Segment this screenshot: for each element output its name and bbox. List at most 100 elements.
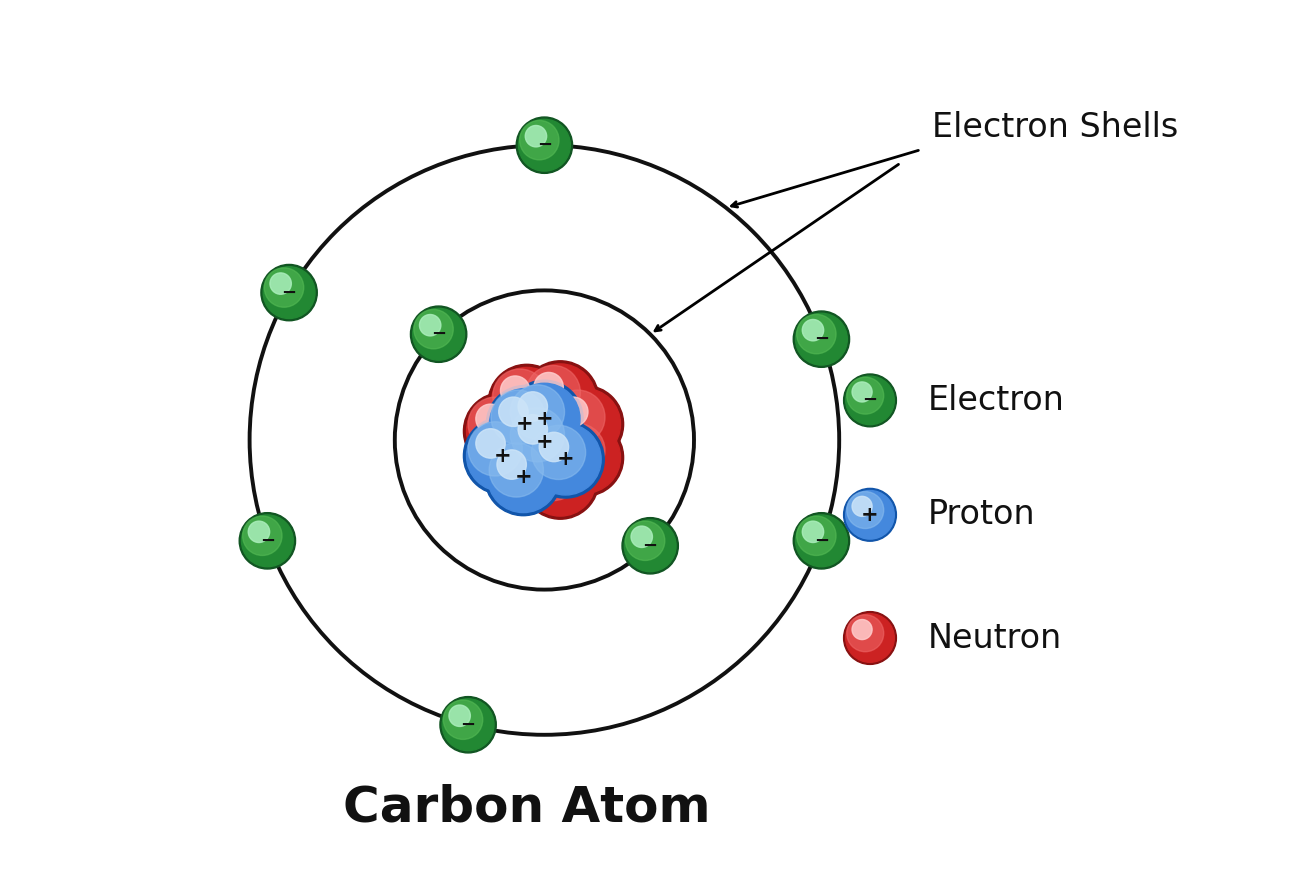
Circle shape <box>630 526 653 547</box>
Circle shape <box>476 404 506 434</box>
Circle shape <box>508 407 580 477</box>
Circle shape <box>506 403 584 480</box>
Circle shape <box>443 700 482 739</box>
Text: +: + <box>515 467 532 487</box>
Circle shape <box>420 314 441 336</box>
Circle shape <box>846 492 884 529</box>
Circle shape <box>242 515 294 567</box>
Circle shape <box>493 369 547 423</box>
Circle shape <box>846 490 894 539</box>
Text: −: − <box>432 326 446 343</box>
Circle shape <box>802 521 824 542</box>
Text: Electron Shells: Electron Shells <box>932 111 1178 144</box>
Circle shape <box>499 397 528 427</box>
Circle shape <box>491 368 563 438</box>
Circle shape <box>532 425 586 480</box>
Circle shape <box>519 392 547 422</box>
Text: +: + <box>493 446 511 466</box>
Circle shape <box>844 374 897 427</box>
Text: −: − <box>460 715 476 734</box>
Circle shape <box>534 372 563 402</box>
Circle shape <box>846 613 894 663</box>
Circle shape <box>844 612 897 664</box>
Text: Neutron: Neutron <box>928 621 1062 655</box>
Circle shape <box>546 419 624 496</box>
Circle shape <box>261 265 317 321</box>
Circle shape <box>511 407 564 462</box>
Circle shape <box>793 513 850 569</box>
Circle shape <box>488 442 559 512</box>
Circle shape <box>442 699 494 751</box>
Circle shape <box>797 314 836 354</box>
Circle shape <box>521 442 599 519</box>
Circle shape <box>468 397 523 451</box>
Circle shape <box>476 429 506 458</box>
Text: Carbon Atom: Carbon Atom <box>343 783 711 832</box>
Circle shape <box>467 421 538 491</box>
Circle shape <box>491 390 545 444</box>
Circle shape <box>412 308 464 360</box>
Text: −: − <box>282 283 296 302</box>
Text: +: + <box>556 450 575 469</box>
Circle shape <box>551 390 604 444</box>
Circle shape <box>525 364 595 435</box>
Circle shape <box>489 443 543 497</box>
Circle shape <box>525 126 547 147</box>
Circle shape <box>521 361 599 438</box>
Circle shape <box>508 384 580 454</box>
Circle shape <box>624 520 676 572</box>
Circle shape <box>797 516 836 555</box>
Circle shape <box>550 389 620 459</box>
Circle shape <box>486 385 564 463</box>
Text: −: − <box>862 392 878 409</box>
Text: +: + <box>516 414 534 434</box>
Circle shape <box>248 521 269 542</box>
Circle shape <box>546 385 624 463</box>
Text: Electron: Electron <box>928 384 1065 417</box>
Text: −: − <box>260 532 274 550</box>
Circle shape <box>852 382 872 402</box>
Circle shape <box>439 697 497 753</box>
Circle shape <box>520 121 559 160</box>
Circle shape <box>846 376 894 425</box>
Circle shape <box>530 424 601 495</box>
Circle shape <box>525 445 595 516</box>
Circle shape <box>411 306 467 363</box>
Text: −: − <box>814 532 829 550</box>
Circle shape <box>519 414 547 444</box>
Circle shape <box>621 517 679 574</box>
Circle shape <box>526 421 604 498</box>
Text: −: − <box>814 330 829 348</box>
Circle shape <box>559 430 588 460</box>
Circle shape <box>796 313 848 365</box>
Circle shape <box>852 620 872 640</box>
Circle shape <box>802 319 824 341</box>
Text: +: + <box>536 409 554 429</box>
Circle shape <box>534 453 563 483</box>
Circle shape <box>243 516 282 555</box>
Circle shape <box>239 513 295 569</box>
Circle shape <box>506 380 584 458</box>
Circle shape <box>511 385 564 439</box>
Circle shape <box>413 310 454 348</box>
Circle shape <box>551 423 604 478</box>
Circle shape <box>625 521 664 561</box>
Circle shape <box>846 615 884 652</box>
Circle shape <box>468 422 523 476</box>
Circle shape <box>796 515 848 567</box>
Circle shape <box>844 488 897 541</box>
Circle shape <box>846 378 884 414</box>
Circle shape <box>463 417 541 495</box>
Circle shape <box>264 268 304 307</box>
Circle shape <box>448 705 471 727</box>
Circle shape <box>852 496 872 517</box>
Circle shape <box>263 267 315 319</box>
Circle shape <box>485 438 562 516</box>
Circle shape <box>467 396 538 466</box>
Text: +: + <box>861 505 879 524</box>
Circle shape <box>500 376 530 406</box>
Circle shape <box>540 432 568 462</box>
Text: +: + <box>536 432 554 451</box>
Circle shape <box>559 397 588 427</box>
Circle shape <box>526 365 580 420</box>
